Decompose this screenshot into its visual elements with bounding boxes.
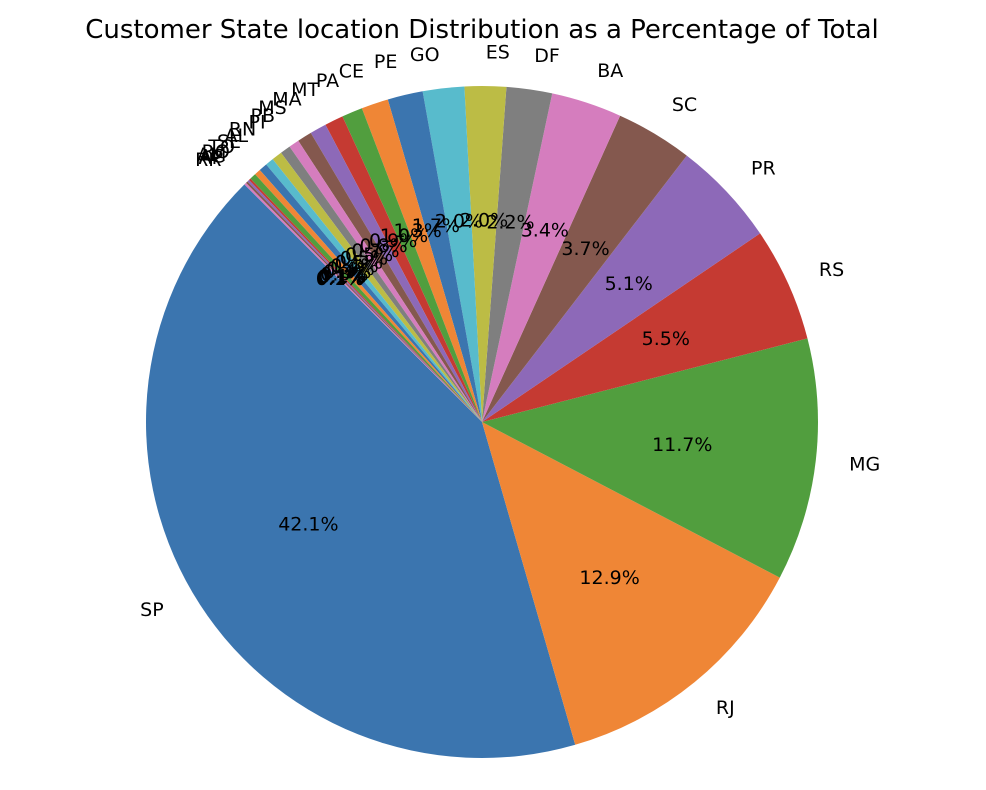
category-label-al: AL — [225, 125, 249, 147]
category-label-pa: PA — [316, 70, 339, 92]
pct-label-rs: 5.5% — [642, 328, 690, 350]
pct-label-se: 0.4% — [326, 258, 374, 280]
category-label-ba: BA — [597, 60, 623, 82]
category-label-rn: RN — [229, 118, 256, 140]
pie-slice-pb — [289, 140, 482, 423]
pct-label-go: 2.0% — [435, 211, 483, 233]
pie-slice-pr — [482, 155, 761, 423]
pie-slice-rr — [244, 182, 482, 422]
pct-label-es: 2.0% — [460, 209, 508, 231]
chart-title: Customer State location Distribution as … — [85, 15, 879, 45]
pct-label-pr: 5.1% — [605, 273, 653, 295]
pie-slice-mt — [325, 116, 482, 423]
pct-label-ap: 0.1% — [317, 267, 365, 289]
pie-slice-rj — [482, 422, 780, 745]
pie-slice-ro — [250, 174, 482, 422]
pct-label-pi: 0.5% — [340, 248, 388, 270]
pie-slice-pe — [387, 91, 482, 423]
category-label-ro: RO — [202, 141, 230, 163]
pie-slices — [146, 85, 819, 759]
pie-slice-ap — [245, 181, 482, 422]
pct-label-rr: 0.1% — [316, 268, 364, 290]
category-label-es: ES — [486, 41, 510, 63]
pie-slice-am — [248, 178, 482, 422]
pct-label-sp: 42.1% — [278, 513, 338, 535]
pie-slice-df — [482, 86, 553, 422]
pie-slice-rn — [272, 152, 482, 422]
category-label-ce: CE — [339, 61, 364, 83]
pie-slice-go — [422, 86, 482, 422]
pie-slice-pi — [280, 146, 482, 422]
pct-label-al: 0.4% — [330, 255, 378, 277]
pie-slice-mg — [482, 338, 819, 578]
category-label-pi: PI — [248, 111, 265, 133]
pie-slice-to — [255, 170, 482, 422]
category-label-ms: MS — [258, 97, 286, 119]
pct-label-pa: 1.0% — [380, 225, 428, 247]
category-label-pb: PB — [251, 105, 276, 127]
pct-label-ro: 0.3% — [320, 264, 368, 286]
pie-slice-sc — [482, 115, 687, 422]
pct-label-df: 2.2% — [486, 211, 534, 233]
pct-label-ma: 0.8% — [359, 235, 407, 257]
pie-slice-es — [464, 85, 507, 422]
category-label-ma: MA — [272, 88, 301, 110]
category-label-ap: AP — [199, 147, 223, 169]
category-label-pr: PR — [751, 158, 776, 180]
category-label-sp: SP — [140, 599, 164, 621]
pie-slice-ms — [298, 132, 482, 422]
pie-slice-pa — [342, 108, 482, 422]
pct-label-ba: 3.4% — [521, 219, 569, 241]
pct-label-rj: 12.9% — [579, 567, 639, 589]
category-label-to: TO — [207, 136, 235, 158]
pct-label-ce: 1.3% — [393, 220, 441, 242]
category-labels: SP RJ MG RS PR SC BA DF ES GO PE CEPAMTMAMSPBPIRNAL… — [140, 41, 880, 719]
category-label-rr: RR — [195, 149, 221, 171]
category-label-mg: MG — [849, 453, 880, 475]
pie-slice-ba — [482, 93, 621, 423]
pie-slice-ma — [310, 124, 482, 423]
category-label-rj: RJ — [716, 697, 735, 719]
pie-slice-rs — [482, 233, 808, 422]
pie-slice-ce — [361, 99, 482, 423]
category-label-pe: PE — [374, 51, 397, 73]
category-label-rs: RS — [819, 259, 844, 281]
category-label-sc: SC — [672, 94, 697, 116]
pct-label-rn: 0.5% — [335, 251, 383, 273]
pct-label-am: 0.1% — [318, 265, 366, 287]
percentage-labels: 42.1% 12.9% 11.7% 5.5% 5.1% 3.7%3.4%2.2%2.0%2… — [278, 209, 712, 589]
pct-label-mt: 0.9% — [369, 230, 417, 252]
category-label-df: DF — [534, 45, 560, 67]
pct-label-pe: 1.7% — [412, 215, 460, 237]
pct-label-mg: 11.7% — [652, 434, 712, 456]
category-label-ac: AC — [199, 146, 225, 168]
category-label-go: GO — [410, 44, 440, 66]
category-label-mt: MT — [291, 79, 319, 101]
pie-slice-al — [266, 159, 482, 422]
pie-slice-sp — [146, 184, 576, 759]
category-label-se: SE — [217, 131, 241, 153]
category-label-am: AM — [197, 144, 226, 166]
pct-label-pb: 0.5% — [345, 244, 393, 266]
pie-slice-se — [259, 164, 482, 422]
pct-label-ms: 0.7% — [351, 240, 399, 262]
pct-label-sc: 3.7% — [561, 238, 609, 260]
pct-label-to: 0.3% — [323, 261, 371, 283]
pie-slice-ac — [247, 179, 482, 422]
pct-label-ac: 0.1% — [318, 266, 366, 288]
